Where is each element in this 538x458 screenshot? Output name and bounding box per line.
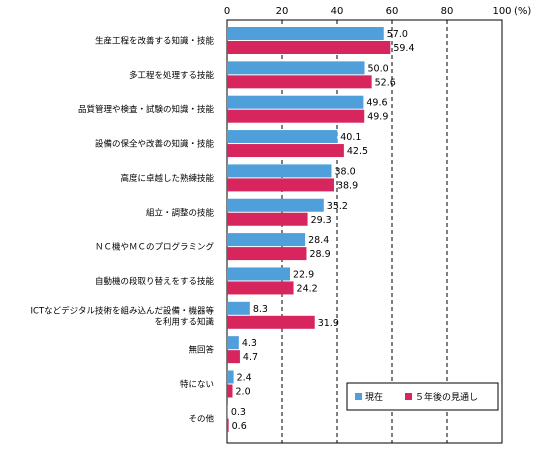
category-label: 無回答 bbox=[188, 345, 214, 356]
value-label-current: 38.0 bbox=[335, 166, 356, 177]
value-label-current: 40.1 bbox=[340, 132, 361, 143]
value-label-forecast: 0.6 bbox=[232, 421, 247, 432]
x-tick-label: 0 bbox=[224, 6, 230, 17]
value-label-current: 35.2 bbox=[327, 201, 348, 212]
value-label-forecast: 49.9 bbox=[367, 112, 388, 123]
value-label-current: 49.6 bbox=[366, 98, 387, 109]
bar-forecast bbox=[227, 247, 307, 261]
bar-current bbox=[227, 301, 250, 315]
x-tick-label: 40 bbox=[331, 6, 344, 17]
bar-current bbox=[227, 404, 228, 418]
x-tick-label: 20 bbox=[276, 6, 289, 17]
category-label: 自動機の段取り替えをする技能 bbox=[95, 276, 215, 287]
bar-current bbox=[227, 198, 324, 212]
category-label: 設備の保全や改善の知識・技能 bbox=[95, 139, 215, 150]
bar-current bbox=[227, 336, 239, 350]
bar-forecast bbox=[227, 75, 372, 89]
bar-current bbox=[227, 370, 234, 384]
bar-current bbox=[227, 130, 338, 144]
bar-forecast bbox=[227, 281, 294, 295]
bar-forecast bbox=[227, 178, 334, 192]
value-label-forecast: 52.6 bbox=[375, 77, 396, 88]
x-tick-label: 80 bbox=[441, 6, 454, 17]
bar-forecast bbox=[227, 315, 315, 329]
category-label: 生産工程を改善する知識・技能 bbox=[95, 36, 215, 47]
value-label-current: 2.4 bbox=[237, 373, 252, 384]
bar-forecast bbox=[227, 350, 240, 364]
bar-current bbox=[227, 27, 384, 40]
category-label: 組立・調整の技能 bbox=[146, 207, 215, 218]
value-label-current: 0.3 bbox=[231, 407, 246, 418]
value-label-forecast: 42.5 bbox=[347, 146, 368, 157]
category-label: 多工程を処理する技能 bbox=[129, 70, 215, 81]
bar-forecast bbox=[227, 109, 365, 123]
bar-forecast bbox=[227, 144, 344, 158]
value-label-forecast: 4.7 bbox=[243, 352, 258, 363]
bar-current bbox=[227, 61, 365, 75]
value-label-current: 28.4 bbox=[308, 235, 329, 246]
category-label: 高度に卓越した熟練技能 bbox=[120, 173, 214, 184]
plot-frame bbox=[226, 19, 503, 444]
value-label-current: 4.3 bbox=[242, 338, 257, 349]
x-tick-label: 60 bbox=[386, 6, 399, 17]
value-label-current: 22.9 bbox=[293, 269, 314, 280]
bar-current bbox=[227, 95, 364, 109]
value-label-forecast: 2.0 bbox=[236, 387, 251, 398]
legend-swatch-current bbox=[355, 393, 362, 400]
value-label-forecast: 28.9 bbox=[309, 249, 330, 260]
bar-forecast bbox=[227, 418, 229, 432]
category-label: を利用する知識 bbox=[154, 316, 214, 327]
bar-current bbox=[227, 233, 306, 247]
bar-current bbox=[227, 164, 332, 178]
legend-box bbox=[346, 382, 499, 411]
value-label-forecast: 59.4 bbox=[393, 43, 414, 54]
bar-current bbox=[227, 267, 290, 281]
bar-forecast bbox=[227, 384, 233, 398]
x-unit-label: (%) bbox=[514, 6, 531, 17]
value-label-forecast: 29.3 bbox=[311, 215, 332, 226]
legend-label-forecast: ５年後の見通し bbox=[415, 391, 478, 403]
category-label: 品質管理や検査・試験の知識・技能 bbox=[78, 104, 215, 115]
value-label-forecast: 31.9 bbox=[318, 318, 339, 329]
legend-label-current: 現在 bbox=[365, 391, 383, 403]
value-label-current: 8.3 bbox=[253, 304, 268, 315]
x-tick-label: 100 bbox=[492, 6, 511, 17]
value-label-forecast: 24.2 bbox=[297, 283, 318, 294]
value-label-forecast: 38.9 bbox=[337, 180, 358, 191]
bar-forecast bbox=[227, 41, 391, 54]
legend-swatch-forecast bbox=[405, 393, 412, 400]
bar-forecast bbox=[227, 212, 308, 226]
value-label-current: 57.0 bbox=[387, 29, 408, 40]
category-label: ICTなどデジタル技術を組み込んだ設備・機器等 bbox=[31, 305, 215, 316]
value-label-current: 50.0 bbox=[368, 63, 389, 74]
category-label: ＮＣ機やＭＣのプログラミング bbox=[95, 242, 215, 253]
category-label: 特にない bbox=[180, 379, 214, 390]
category-label: その他 bbox=[188, 413, 214, 424]
